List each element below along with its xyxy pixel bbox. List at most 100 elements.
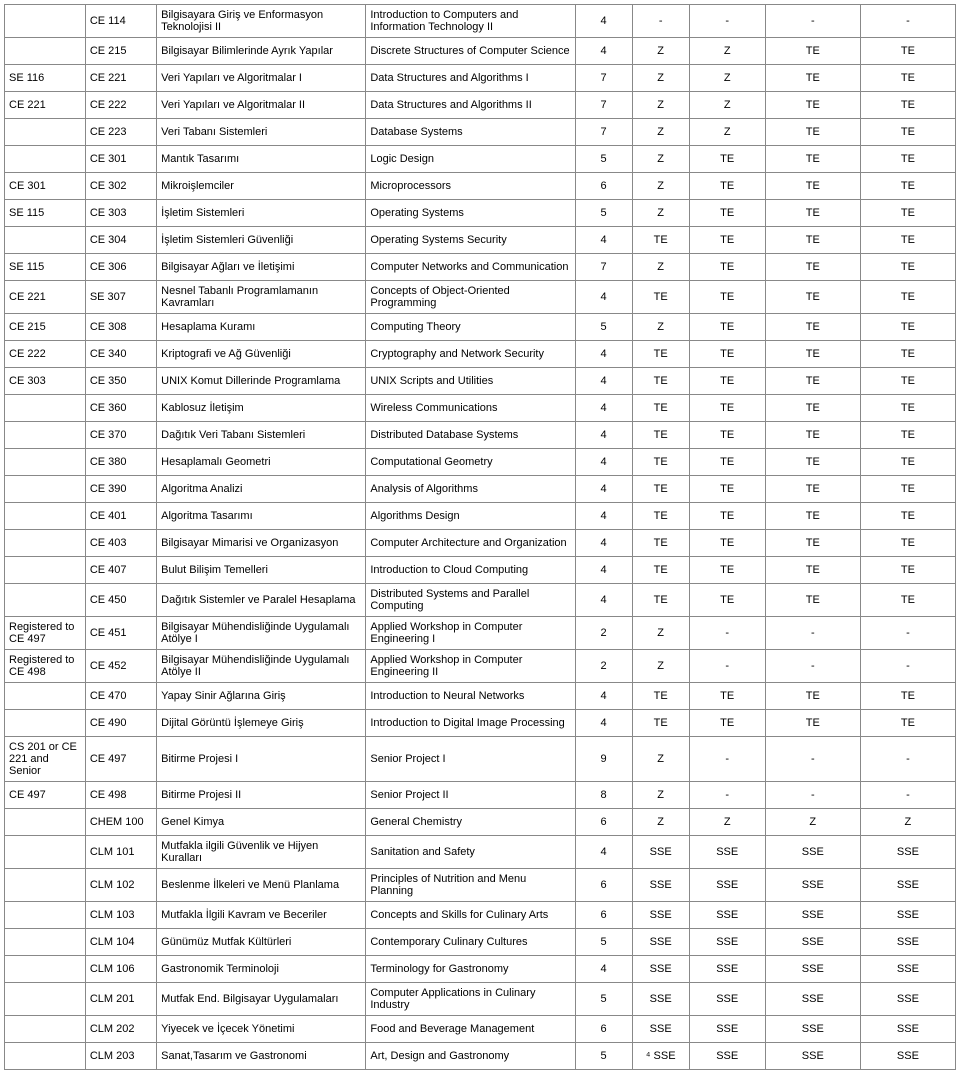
table-cell: TE	[860, 683, 955, 710]
table-row: CE 114Bilgisayara Giriş ve Enformasyon T…	[5, 5, 956, 38]
table-row: SE 115CE 306Bilgisayar Ağları ve İletişi…	[5, 254, 956, 281]
table-cell: TE	[632, 341, 689, 368]
table-cell: SSE	[689, 983, 765, 1016]
table-cell: Computing Theory	[366, 314, 575, 341]
table-cell: Bilgisayar Mühendisliğinde Uygulamalı At…	[157, 650, 366, 683]
table-cell: Kablosuz İletişim	[157, 395, 366, 422]
table-cell: Algorithms Design	[366, 503, 575, 530]
table-cell: TE	[689, 395, 765, 422]
table-cell: TE	[860, 92, 955, 119]
table-cell: CE 452	[85, 650, 156, 683]
table-cell: 2	[575, 617, 632, 650]
table-row: CE 301CE 302MikroişlemcilerMicroprocesso…	[5, 173, 956, 200]
table-cell: SSE	[689, 1016, 765, 1043]
table-cell: 2	[575, 650, 632, 683]
table-cell: TE	[632, 503, 689, 530]
table-cell: Art, Design and Gastronomy	[366, 1043, 575, 1070]
table-cell: CE 308	[85, 314, 156, 341]
table-cell: SSE	[765, 956, 860, 983]
table-cell: -	[689, 737, 765, 782]
table-cell: Database Systems	[366, 119, 575, 146]
table-cell: Computational Geometry	[366, 449, 575, 476]
table-cell: 4	[575, 38, 632, 65]
table-cell: Data Structures and Algorithms II	[366, 92, 575, 119]
table-cell: 4	[575, 341, 632, 368]
table-cell: TE	[765, 476, 860, 503]
table-cell: TE	[860, 449, 955, 476]
table-cell: 4	[575, 227, 632, 254]
table-cell: 5	[575, 983, 632, 1016]
table-cell: SE 307	[85, 281, 156, 314]
table-cell: -	[632, 5, 689, 38]
table-cell: Dijital Görüntü İşlemeye Giriş	[157, 710, 366, 737]
table-cell: CE 221	[85, 65, 156, 92]
table-cell: SSE	[860, 1016, 955, 1043]
course-table: CE 114Bilgisayara Giriş ve Enformasyon T…	[4, 4, 956, 1070]
table-cell: Z	[632, 38, 689, 65]
table-cell: TE	[860, 395, 955, 422]
table-cell: Concepts of Object-Oriented Programming	[366, 281, 575, 314]
table-cell: TE	[632, 395, 689, 422]
table-row: CE 390Algoritma AnaliziAnalysis of Algor…	[5, 476, 956, 503]
table-cell: ⁴ SSE	[632, 1043, 689, 1070]
table-cell	[5, 983, 86, 1016]
table-cell: TE	[765, 530, 860, 557]
table-cell: SSE	[860, 956, 955, 983]
table-cell: TE	[860, 368, 955, 395]
table-cell: TE	[632, 368, 689, 395]
table-cell: CHEM 100	[85, 809, 156, 836]
table-cell: TE	[860, 530, 955, 557]
table-cell: SE 116	[5, 65, 86, 92]
table-cell: SSE	[632, 869, 689, 902]
table-cell: SSE	[860, 836, 955, 869]
table-cell: Z	[689, 92, 765, 119]
table-cell: CLM 106	[85, 956, 156, 983]
table-row: CE 303CE 350UNIX Komut Dillerinde Progra…	[5, 368, 956, 395]
table-row: Registered to CE 497CE 451Bilgisayar Müh…	[5, 617, 956, 650]
table-cell: CE 370	[85, 422, 156, 449]
table-cell: Yapay Sinir Ağlarına Giriş	[157, 683, 366, 710]
table-row: CLM 101Mutfakla ilgili Güvenlik ve Hijye…	[5, 836, 956, 869]
table-cell: Senior Project II	[366, 782, 575, 809]
table-row: CE 222CE 340Kriptografi ve Ağ GüvenliğiC…	[5, 341, 956, 368]
table-cell: Introduction to Neural Networks	[366, 683, 575, 710]
table-cell: CE 360	[85, 395, 156, 422]
table-cell: CE 301	[85, 146, 156, 173]
table-cell: SSE	[689, 956, 765, 983]
table-cell: TE	[765, 422, 860, 449]
table-cell: Z	[632, 617, 689, 650]
table-cell: TE	[765, 254, 860, 281]
table-cell: TE	[689, 200, 765, 227]
table-cell: SSE	[765, 1043, 860, 1070]
table-cell: Introduction to Digital Image Processing	[366, 710, 575, 737]
table-cell: 4	[575, 956, 632, 983]
table-cell: CLM 102	[85, 869, 156, 902]
table-cell: 4	[575, 530, 632, 557]
table-cell	[5, 929, 86, 956]
table-cell: Contemporary Culinary Cultures	[366, 929, 575, 956]
table-row: SE 116CE 221Veri Yapıları ve Algoritmala…	[5, 65, 956, 92]
table-cell: Z	[689, 38, 765, 65]
table-cell: SSE	[689, 836, 765, 869]
table-cell: General Chemistry	[366, 809, 575, 836]
table-cell: -	[765, 617, 860, 650]
table-cell: SSE	[689, 869, 765, 902]
table-cell: TE	[632, 584, 689, 617]
table-cell: Bilgisayar Mühendisliğinde Uygulamalı At…	[157, 617, 366, 650]
table-cell: TE	[765, 173, 860, 200]
table-cell: TE	[765, 227, 860, 254]
table-cell: TE	[689, 368, 765, 395]
table-cell: -	[860, 5, 955, 38]
table-cell: Bilgisayar Mimarisi ve Organizasyon	[157, 530, 366, 557]
table-cell: CE 221	[5, 281, 86, 314]
table-cell: UNIX Komut Dillerinde Programlama	[157, 368, 366, 395]
table-cell: CS 201 or CE 221 and Senior	[5, 737, 86, 782]
table-cell: TE	[632, 422, 689, 449]
table-cell: Z	[632, 650, 689, 683]
table-cell	[5, 119, 86, 146]
table-cell: TE	[860, 254, 955, 281]
table-cell: SSE	[860, 1043, 955, 1070]
table-cell: CE 401	[85, 503, 156, 530]
table-cell: SSE	[765, 983, 860, 1016]
table-cell: TE	[860, 503, 955, 530]
